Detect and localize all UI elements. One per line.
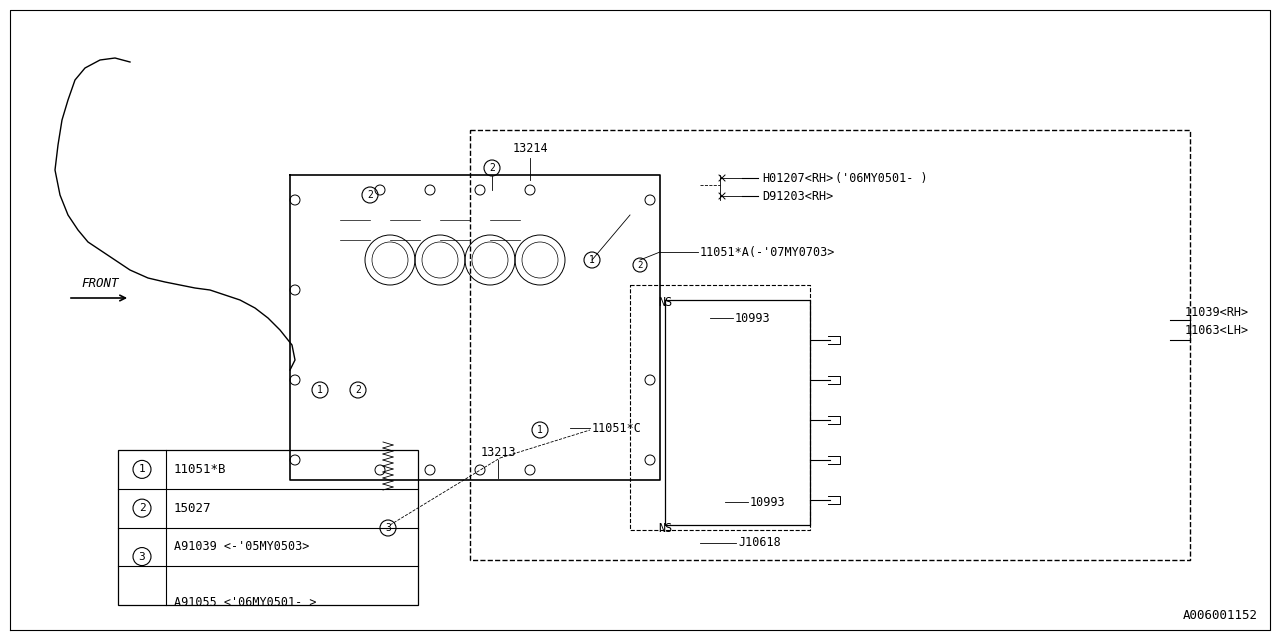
Text: ('06MY0501- ): ('06MY0501- ) (835, 172, 928, 184)
Text: 10993: 10993 (750, 495, 786, 509)
Text: A91039 <-'05MY0503>: A91039 <-'05MY0503> (174, 540, 310, 554)
Text: 10993: 10993 (735, 312, 771, 324)
Text: 2: 2 (138, 503, 146, 513)
Text: J10618: J10618 (739, 536, 781, 550)
Text: 1: 1 (589, 255, 595, 265)
Text: 11039<RH>: 11039<RH> (1185, 305, 1249, 319)
Text: 2: 2 (367, 190, 372, 200)
Text: 2: 2 (355, 385, 361, 395)
Text: A006001152: A006001152 (1183, 609, 1257, 622)
Text: FRONT: FRONT (81, 277, 119, 290)
Text: A91055 <'06MY0501- >: A91055 <'06MY0501- > (174, 596, 316, 609)
Text: 3: 3 (385, 523, 390, 533)
Text: 1: 1 (317, 385, 323, 395)
Text: 11051*A(-'07MY0703>: 11051*A(-'07MY0703> (700, 246, 836, 259)
Text: D91203<RH>: D91203<RH> (762, 189, 833, 202)
Text: 13214: 13214 (512, 141, 548, 154)
Text: 1: 1 (538, 425, 543, 435)
Text: 3: 3 (138, 552, 146, 561)
Text: 11051*C: 11051*C (593, 422, 641, 435)
Text: 2: 2 (489, 163, 495, 173)
Text: NS: NS (658, 522, 672, 534)
Text: 11063<LH>: 11063<LH> (1185, 323, 1249, 337)
Text: 15027: 15027 (174, 502, 211, 515)
Bar (118, 450, 419, 605)
Text: 11051*B: 11051*B (174, 463, 227, 476)
Text: 1: 1 (138, 465, 146, 474)
Text: 2: 2 (637, 260, 643, 269)
Text: H01207<RH>: H01207<RH> (762, 172, 833, 184)
Text: NS: NS (658, 296, 672, 308)
Text: 13213: 13213 (480, 445, 516, 458)
